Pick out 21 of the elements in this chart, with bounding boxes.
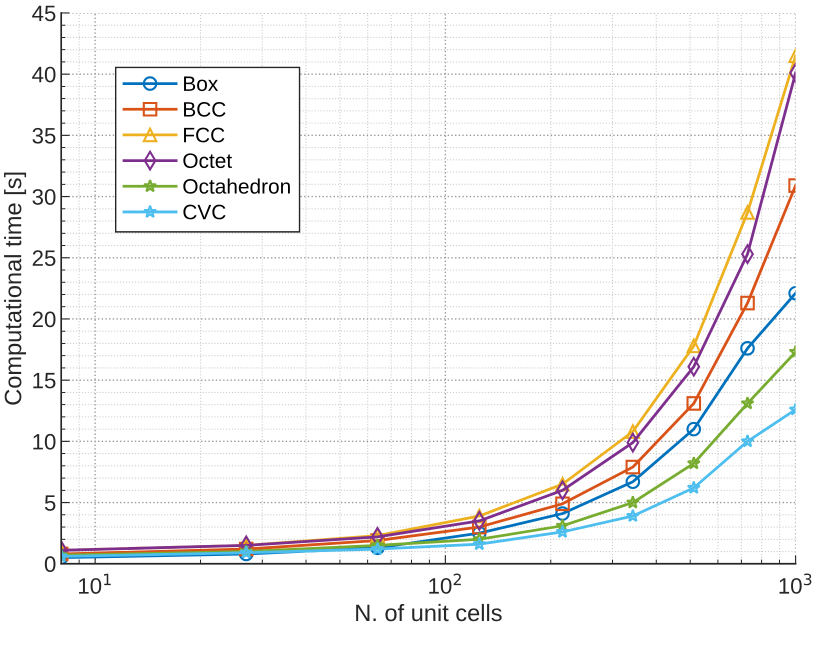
y-tick-label: 30 bbox=[32, 189, 56, 205]
y-axis-title: Computational time [s] bbox=[4, 172, 26, 405]
y-tick-label: 25 bbox=[32, 250, 56, 266]
y-tick-label: 5 bbox=[44, 495, 56, 511]
legend-label: CVC bbox=[183, 204, 226, 220]
y-tick-label: 45 bbox=[32, 6, 56, 22]
y-tick-label: 40 bbox=[32, 66, 56, 82]
legend-label: FCC bbox=[184, 128, 224, 142]
legend-label: Box bbox=[184, 76, 218, 92]
y-tick-label: 15 bbox=[33, 372, 56, 388]
x-axis-title: N. of unit cells bbox=[356, 604, 502, 622]
y-tick-label: 0 bbox=[44, 556, 56, 572]
x-tick-label: 10$^{3}$ bbox=[780, 574, 812, 594]
legend-label: Octahedron bbox=[183, 178, 290, 194]
legend-label: Octet bbox=[183, 153, 232, 168]
x-tick-label: 10$^{2}$ bbox=[429, 574, 461, 594]
x-tick-label: 10$^{1}$ bbox=[79, 574, 111, 594]
y-tick-label: 10 bbox=[33, 434, 56, 450]
y-tick-label: 35 bbox=[32, 128, 56, 144]
legend-label: BCC bbox=[184, 102, 226, 117]
y-tick-label: 20 bbox=[32, 311, 56, 328]
